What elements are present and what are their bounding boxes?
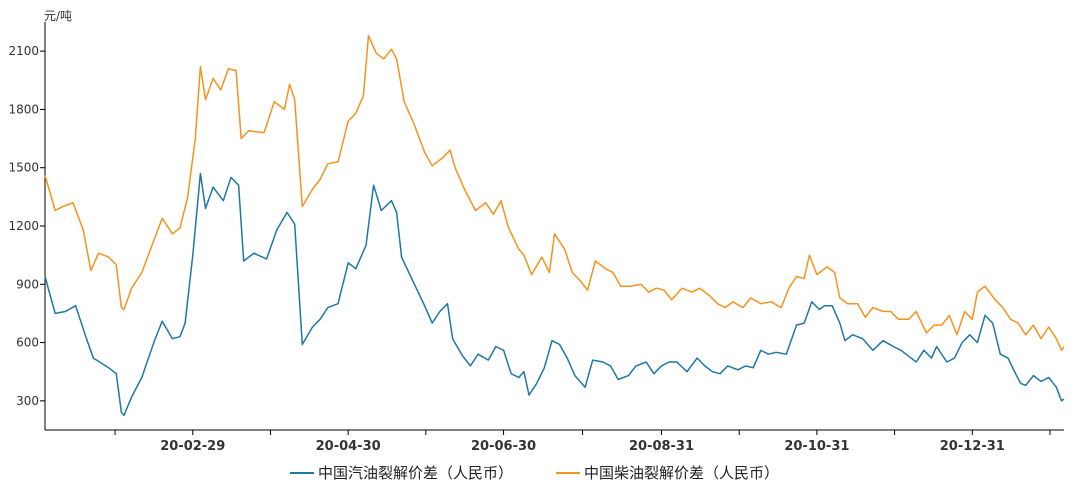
x-tick-label: 20-10-31 <box>784 439 849 454</box>
x-tick-label: 20-06-30 <box>471 439 536 454</box>
y-tick-label: 1200 <box>8 219 39 233</box>
x-tick-label: 20-04-30 <box>316 439 381 454</box>
y-tick-label: 300 <box>16 394 39 408</box>
series-line-diesel <box>44 34 1065 352</box>
y-tick-label: 900 <box>16 277 39 291</box>
x-tick-label: 20-08-31 <box>629 439 694 454</box>
series-layer <box>44 34 1065 417</box>
y-tick-label: 1500 <box>8 161 39 175</box>
y-tick-label: 600 <box>16 336 39 350</box>
x-axis: 20-02-29 20-04-30 20-06-30 20-08-31 20-10-31… <box>45 429 1064 454</box>
x-tick-label: 20-02-29 <box>160 439 225 454</box>
legend: 中国汽油裂解价差（人民币） 中国柴油裂解价差（人民币） <box>290 464 779 482</box>
legend-label: 中国汽油裂解价差（人民币） <box>318 464 513 482</box>
y-axis-unit-label: 元/吨 <box>44 9 72 23</box>
legend-label: 中国柴油裂解价差（人民币） <box>584 464 779 482</box>
y-tick-label: 2100 <box>8 44 39 58</box>
series-line-gasoline <box>44 172 1065 417</box>
y-axis: 300 600 900 1200 1500 1800 2100 <box>8 22 46 430</box>
y-tick-label: 1800 <box>8 102 39 116</box>
x-tick-label: 20-12-31 <box>940 439 1005 454</box>
